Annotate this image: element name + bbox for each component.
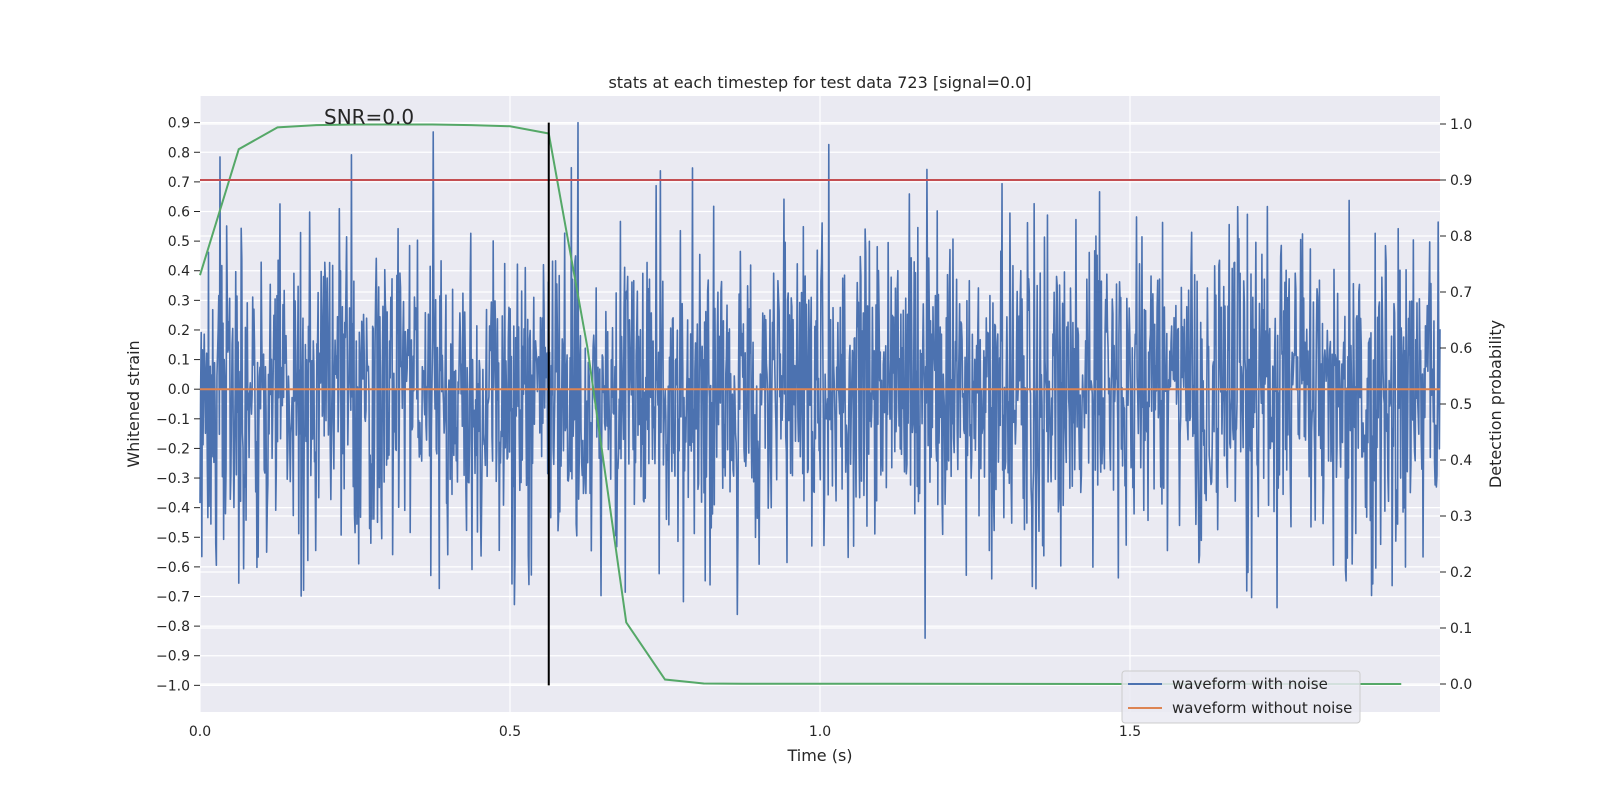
snr-annotation: SNR=0.0 <box>324 105 414 129</box>
legend-label-clean: waveform without noise <box>1172 699 1352 717</box>
y2-tick-label-0: 0.0 <box>1450 677 1472 693</box>
y-tick-label-0: −1.0 <box>156 678 190 694</box>
y-tick-label-12: 0.2 <box>168 323 190 339</box>
y-tick-label-1: −0.9 <box>156 649 190 665</box>
x-tick-label-2: 1.0 <box>809 724 831 740</box>
y-tick-label-15: 0.5 <box>168 234 190 250</box>
ticks: 0.0 0.5 1.0 1.5 −1.0 −0.9 −0.8 −0.7 −0.6 −0.5 −0.4… <box>156 116 1472 740</box>
y-tick-label-9: −0.1 <box>156 412 190 428</box>
chart-title: stats at each timestep for test data 723… <box>608 73 1031 92</box>
y2-tick-label-4: 0.4 <box>1450 453 1472 469</box>
y2-tick-label-6: 0.6 <box>1450 341 1472 357</box>
y-tick-label-3: −0.7 <box>156 590 190 606</box>
y-axis-label: Whitened strain <box>124 340 143 467</box>
y-tick-label-2: −0.8 <box>156 619 190 635</box>
legend: waveform with noise waveform without noi… <box>1121 670 1361 724</box>
x-axis-label: Time (s) <box>786 746 852 765</box>
y-tick-label-14: 0.4 <box>168 264 190 280</box>
y-tick-label-4: −0.6 <box>156 560 190 576</box>
y2-tick-label-8: 0.8 <box>1450 229 1472 245</box>
y-tick-label-5: −0.5 <box>156 530 190 546</box>
y-tick-label-11: 0.1 <box>168 353 190 369</box>
y2-axis-label: Detection probability <box>1486 320 1505 488</box>
legend-label-noise: waveform with noise <box>1172 675 1328 693</box>
y2-tick-label-10: 1.0 <box>1450 117 1472 133</box>
y-tick-label-18: 0.8 <box>168 145 190 161</box>
y-tick-label-6: −0.4 <box>156 501 190 517</box>
series-waveform-with-noise <box>199 121 1441 639</box>
y2-tick-label-1: 0.1 <box>1450 621 1472 637</box>
y2-tick-label-5: 0.5 <box>1450 397 1472 413</box>
data-layer <box>199 121 1441 686</box>
x-tick-label-1: 0.5 <box>499 724 521 740</box>
y2-tick-label-7: 0.7 <box>1450 285 1472 301</box>
y-tick-label-16: 0.6 <box>168 205 190 221</box>
y2-tick-label-2: 0.2 <box>1450 565 1472 581</box>
y-tick-label-19: 0.9 <box>168 116 190 132</box>
y-tick-label-7: −0.3 <box>156 471 190 487</box>
y-tick-label-8: −0.2 <box>156 441 190 457</box>
x-tick-label-0: 0.0 <box>189 724 211 740</box>
y-tick-label-10: 0.0 <box>168 382 190 398</box>
x-tick-label-3: 1.5 <box>1119 724 1141 740</box>
legend-box <box>1121 670 1361 724</box>
y2-tick-label-3: 0.3 <box>1450 509 1472 525</box>
y-tick-label-17: 0.7 <box>168 175 190 191</box>
y2-tick-label-9: 0.9 <box>1450 173 1472 189</box>
y-tick-label-13: 0.3 <box>168 293 190 309</box>
